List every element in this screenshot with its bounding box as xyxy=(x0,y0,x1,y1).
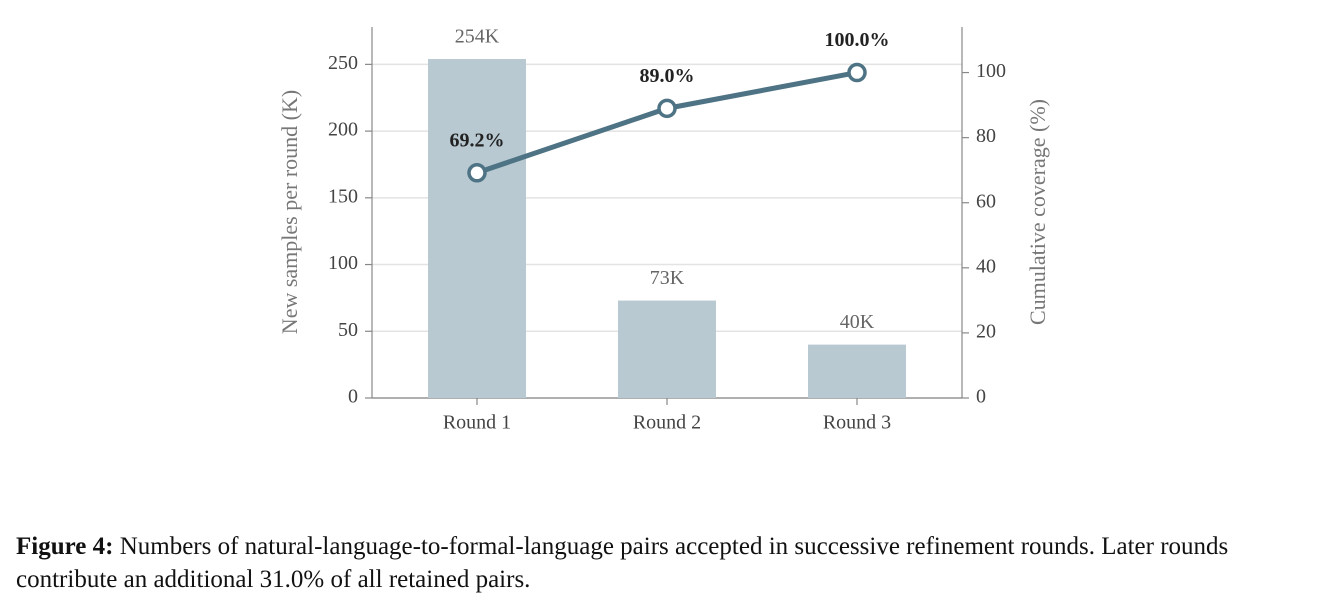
y-axis-label: New samples per round (K) xyxy=(277,90,302,334)
y-tick-label: 150 xyxy=(328,185,358,207)
chart: New samples per round (K) Cumulative cov… xyxy=(277,26,1050,434)
x-tick-label: Round 3 xyxy=(823,412,891,434)
y2-tick-label: 100 xyxy=(976,60,1006,82)
y-tick-label: 100 xyxy=(328,252,358,274)
line-value-label: 69.2% xyxy=(450,129,505,151)
bar xyxy=(428,59,526,398)
caption-text: Numbers of natural-language-to-formal-la… xyxy=(16,533,1229,593)
caption-label: Figure 4: xyxy=(16,533,114,560)
y2-tick-label: 40 xyxy=(976,255,996,277)
caption: Figure 4: Numbers of natural-language-to… xyxy=(16,530,1316,596)
y2-tick-label: 20 xyxy=(976,321,996,343)
line-point xyxy=(467,163,487,183)
y2-axis-label: Cumulative coverage (%) xyxy=(1025,99,1050,325)
y-tick-label: 250 xyxy=(328,52,358,74)
y2-tick-label: 80 xyxy=(976,125,996,147)
line-point xyxy=(847,62,867,83)
line-value-label: 100.0% xyxy=(825,29,890,51)
bar-value-label: 254K xyxy=(455,26,500,48)
bar-value-label: 73K xyxy=(650,267,685,289)
y-tick-label: 0 xyxy=(348,386,358,408)
line-value-label: 89.0% xyxy=(640,65,695,87)
bar-value-label: 40K xyxy=(840,311,875,333)
y-tick-label: 200 xyxy=(328,119,358,141)
line xyxy=(476,70,858,176)
x-tick-label: Round 2 xyxy=(633,412,701,434)
x-tick-label: Round 1 xyxy=(443,412,511,434)
y-tick-label: 50 xyxy=(338,319,358,341)
line-point xyxy=(657,98,677,119)
y2-tick-label: 0 xyxy=(976,386,986,408)
bar xyxy=(808,344,906,398)
bar xyxy=(618,300,716,398)
y2-tick-label: 60 xyxy=(976,190,996,212)
